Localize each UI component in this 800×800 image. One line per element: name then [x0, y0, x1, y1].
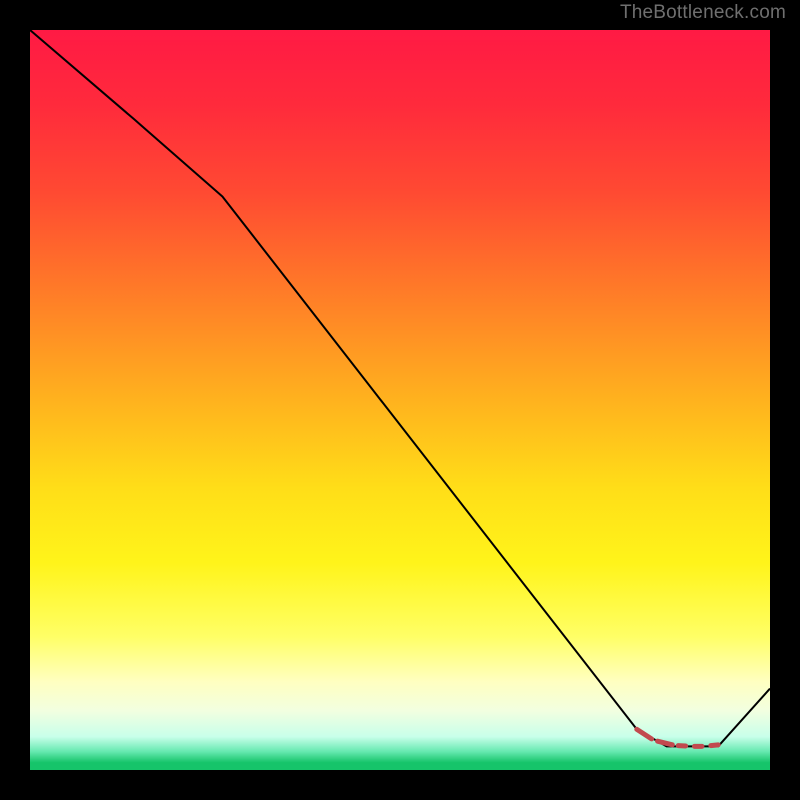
- chart-stage: TheBottleneck.com: [0, 0, 800, 800]
- plot-area: [30, 30, 770, 770]
- chart-svg: [0, 0, 800, 800]
